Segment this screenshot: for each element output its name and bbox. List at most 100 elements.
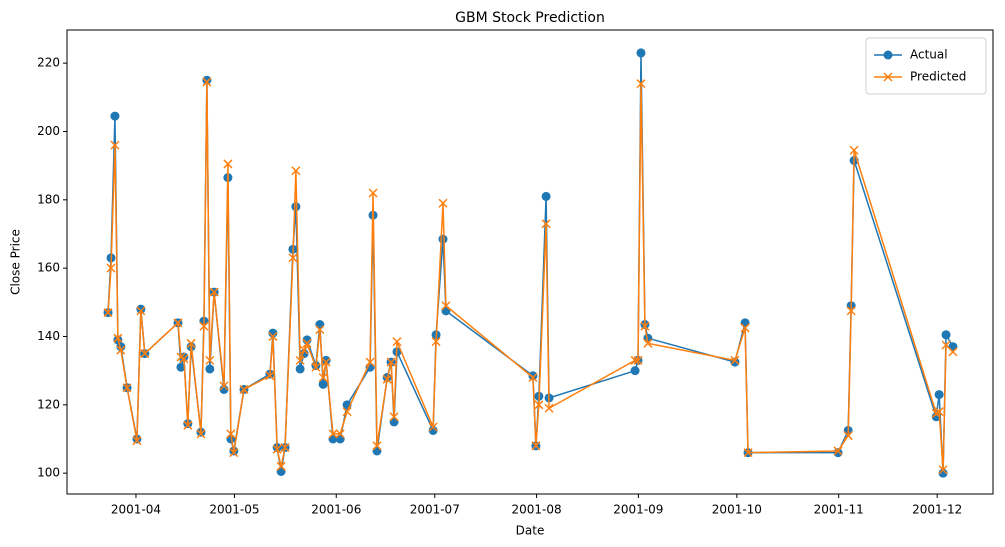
legend-marker [883, 72, 893, 82]
x-tick-label: 2001-08 [511, 503, 561, 517]
point-marker [295, 364, 305, 374]
point-marker [630, 366, 640, 376]
point-marker [268, 331, 278, 342]
point-marker [431, 337, 441, 347]
point-marker [176, 362, 186, 372]
point-marker [640, 321, 650, 331]
y-tick-label: 160 [37, 261, 60, 275]
point-marker [948, 342, 958, 352]
point-marker [229, 448, 239, 458]
point-marker [833, 448, 843, 458]
point-marker [116, 345, 126, 355]
series [103, 77, 958, 475]
y-tick-label: 100 [37, 466, 60, 480]
y-tick-label: 220 [37, 56, 60, 70]
point-marker [389, 417, 399, 427]
point-marker [428, 425, 438, 435]
y-axis-label: Close Price [9, 229, 23, 295]
legend-label: Actual [910, 48, 948, 62]
point-marker [382, 374, 392, 384]
point-marker [846, 306, 856, 316]
legend: Actual Predicted [865, 37, 987, 95]
point-marker [280, 443, 290, 453]
x-tick-label: 2001-12 [912, 503, 962, 517]
point-marker [311, 362, 321, 372]
point-marker [328, 429, 338, 439]
legend-marker [883, 50, 893, 60]
point-marker [291, 166, 301, 176]
x-tick-label: 2001-07 [410, 503, 460, 517]
y-tick-label: 140 [37, 329, 60, 343]
point-marker [934, 407, 944, 417]
point-marker [321, 355, 331, 365]
x-tick-label: 2001-04 [111, 503, 161, 517]
point-marker [103, 308, 113, 318]
legend-box [865, 37, 987, 95]
point-marker [223, 159, 233, 169]
x-tick-label: 2001-10 [712, 503, 762, 517]
point-marker [643, 338, 653, 348]
y-tick-label: 180 [37, 192, 60, 206]
point-marker [268, 328, 278, 338]
point-marker [276, 461, 286, 471]
point-marker [321, 357, 331, 367]
point-marker [849, 145, 859, 155]
point-marker [202, 75, 212, 85]
point-marker [534, 400, 544, 410]
point-marker [335, 434, 345, 444]
point-marker [295, 355, 305, 365]
point-marker [372, 441, 382, 451]
point-marker [342, 407, 352, 417]
point-marker [291, 202, 301, 212]
point-marker [438, 234, 448, 244]
y-tick-label: 120 [37, 397, 60, 411]
point-marker [318, 372, 328, 383]
point-marker [265, 371, 275, 381]
point-marker [428, 422, 438, 432]
point-marker [938, 468, 948, 478]
point-marker [196, 429, 206, 439]
point-marker [941, 330, 951, 340]
point-marker [205, 355, 215, 365]
point-marker [315, 325, 325, 335]
chart-title: GBM Stock Prediction [455, 10, 605, 26]
point-marker [179, 352, 189, 362]
point-marker [315, 320, 325, 330]
point-marker [132, 436, 142, 446]
point-marker [219, 381, 229, 391]
point-marker [365, 357, 375, 367]
plot-frame [66, 29, 994, 495]
point-marker [202, 77, 212, 87]
point-marker [368, 188, 378, 198]
point-marker [636, 48, 646, 58]
point-marker [173, 318, 183, 328]
y-tick-label: 200 [37, 124, 60, 138]
x-axis-label: Date [516, 524, 545, 538]
point-marker [136, 304, 146, 314]
point-marker [633, 355, 643, 365]
point-marker [209, 287, 219, 297]
x-tick-label: 2001-05 [209, 503, 259, 517]
point-marker [140, 349, 150, 359]
point-marker [438, 198, 448, 208]
point-marker [318, 379, 328, 389]
point-marker [179, 354, 189, 364]
point-marker [730, 355, 740, 365]
point-marker [372, 446, 382, 456]
x-tick-label: 2001-11 [814, 503, 864, 517]
point-marker [740, 323, 750, 333]
point-marker [386, 357, 396, 367]
point-marker [938, 465, 948, 475]
point-marker [948, 347, 958, 357]
point-marker [544, 403, 554, 413]
point-marker [136, 306, 146, 316]
point-marker [833, 446, 843, 456]
point-marker [931, 412, 941, 422]
legend-label: Predicted [910, 70, 966, 84]
point-marker [302, 338, 312, 348]
point-marker [199, 321, 209, 331]
point-marker [441, 301, 451, 311]
point-marker [541, 219, 551, 229]
point-marker [941, 340, 951, 350]
